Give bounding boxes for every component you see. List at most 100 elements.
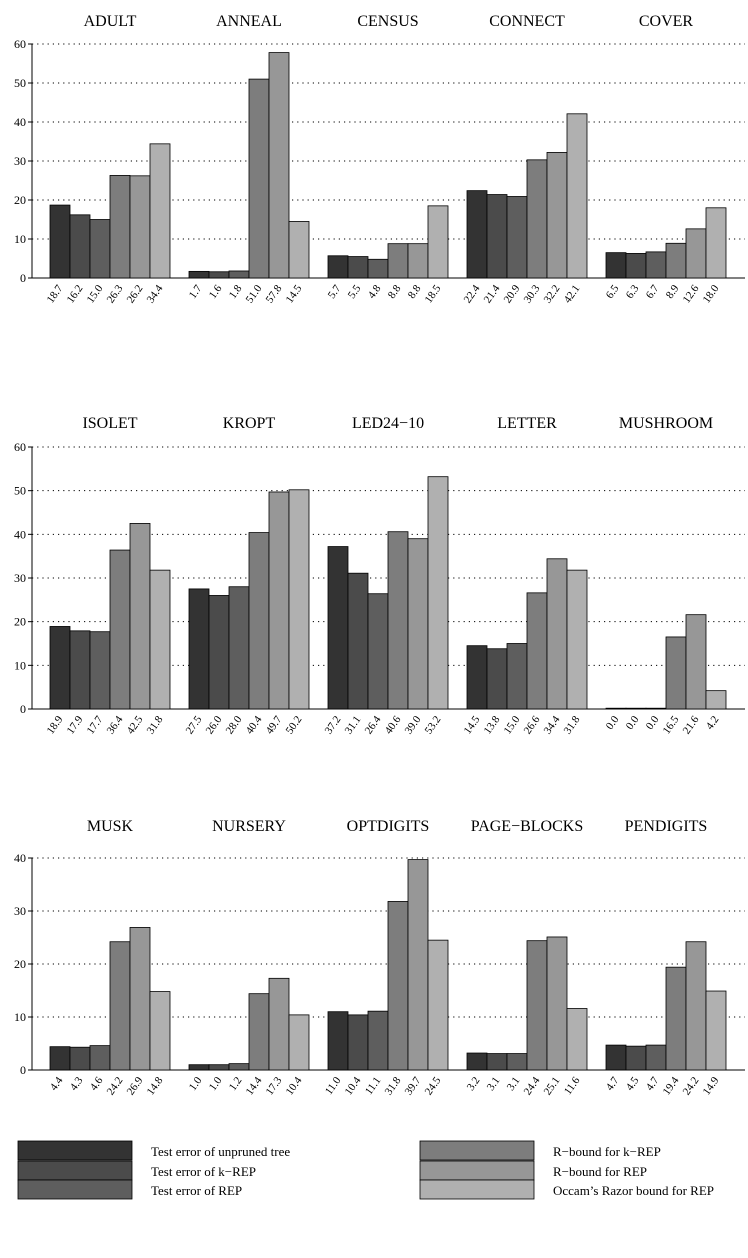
bar-value-label: 24.4 [522,1074,543,1097]
bar [149,143,171,279]
y-tick-label: 30 [14,904,26,918]
bar [466,645,488,710]
y-tick-label: 50 [14,76,26,90]
bar-value-label: 28.0 [224,713,245,736]
bar-value-label: 39.0 [403,713,424,736]
bar [208,271,230,279]
bar-value-label: 24.5 [423,1074,444,1097]
bar [546,152,568,279]
legend-swatch [17,1140,133,1161]
bar-value-label: 3.2 [465,1075,483,1093]
legend-swatch [17,1160,133,1181]
bar [49,626,71,710]
bar-value-label: 26.0 [204,713,225,736]
bar-value-label: 17.7 [85,713,106,736]
bar-value-label: 25.1 [542,1075,563,1098]
bar-value-label: 6.3 [624,282,642,301]
bar-value-label: 14.5 [462,713,483,736]
bar-value-label: 15.0 [85,282,106,305]
bar-value-label: 1.0 [207,1074,225,1093]
bar [69,1046,91,1071]
bar [149,569,171,710]
dataset-group-musk: MUSK 4.4 4.3 4.6 24.2 26.9 14.8 [48,818,171,1097]
bar [685,941,707,1071]
bar [605,252,627,279]
legend-label: Test error of unpruned tree [151,1144,290,1159]
bar-value-label: 30.3 [522,282,543,305]
bar [268,491,290,710]
bar-value-label: 15.0 [502,713,523,736]
bar-value-label: 42.5 [125,713,146,736]
bar [665,636,687,710]
bar-value-label: 34.4 [145,282,166,305]
bar [89,631,111,710]
y-tick-label: 30 [14,154,26,168]
bar-value-label: 14.9 [701,1074,722,1097]
bar-value-label: 4.5 [624,1074,642,1093]
bar-value-label: 18.7 [45,282,66,305]
bar [705,990,727,1071]
bar [149,991,171,1071]
bar-value-label: 26.9 [125,1074,146,1097]
bar-value-label: 1.6 [207,282,225,301]
dataset-group-led24-10: LED24−10 37.2 31.1 26.4 40.6 39.0 53.2 [323,415,449,736]
legend-item: R−bound for REP [419,1160,647,1181]
y-tick-label: 20 [14,193,26,207]
dataset-group-kropt: KROPT 27.5 26.0 28.0 40.4 49.7 50.2 [184,415,310,736]
bar-value-label: 4.3 [68,1074,86,1093]
y-tick-label: 10 [14,658,26,672]
bar [407,538,429,710]
bar-value-label: 0.0 [604,713,622,732]
bar-value-label: 6.7 [644,282,662,301]
legend-item: Occam’s Razor bound for REP [419,1179,714,1200]
bar [407,859,429,1071]
dataset-title: PENDIGITS [625,818,708,835]
legend-swatch [17,1179,133,1200]
bar [248,78,270,279]
dataset-title: KROPT [223,415,276,432]
bar [605,1044,627,1071]
bar-value-label: 0.0 [624,713,642,732]
bar-value-label: 51.0 [244,282,265,305]
bar [645,1044,667,1071]
bar [546,558,568,710]
bar-value-label: 31.8 [145,713,166,736]
bar [69,214,91,279]
bar-value-label: 26.2 [125,283,146,306]
bar-value-label: 3.1 [485,1075,503,1093]
bar [69,630,91,710]
bar [665,242,687,279]
bar-value-label: 1.7 [187,282,205,301]
bar-value-label: 8.8 [406,282,424,301]
bar [347,1014,369,1071]
bar-value-label: 10.4 [284,1074,305,1097]
bar [288,1014,310,1071]
bar-value-label: 4.4 [48,1074,66,1093]
bar [526,940,548,1071]
bar [625,707,647,710]
bar [268,977,290,1071]
bar-value-label: 14.8 [145,1074,166,1097]
bar-value-label: 36.4 [105,713,126,736]
bar-value-label: 1.8 [227,282,245,301]
bar [228,270,250,279]
bar-value-label: 26.3 [105,282,126,305]
bar-value-label: 31.8 [562,713,583,736]
bar [188,1064,210,1071]
bar-value-label: 0.0 [644,713,662,732]
bar-value-label: 26.4 [363,713,384,736]
bar [685,228,707,279]
bar [208,595,230,710]
bar [288,221,310,279]
bar-value-label: 4.7 [604,1074,622,1093]
y-tick-label: 50 [14,484,26,498]
dataset-group-connect: CONNECT 22.4 21.4 20.9 30.3 32.2 42.1 [462,13,588,305]
bar-value-label: 8.9 [664,282,682,301]
dataset-title: MUSK [87,818,134,835]
bar [268,52,290,279]
bar [387,531,409,710]
bar [466,1052,488,1071]
bar [367,1010,389,1071]
